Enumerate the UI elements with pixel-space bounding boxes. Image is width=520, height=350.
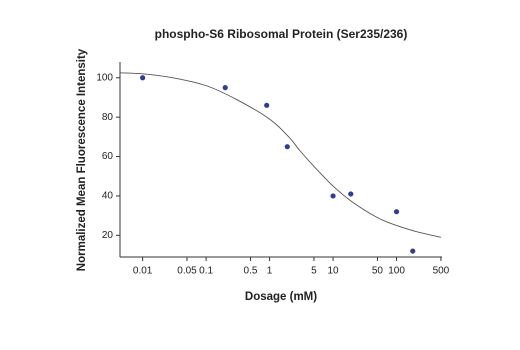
- x-tick-label: 0.1: [199, 266, 213, 277]
- data-point: [284, 144, 290, 150]
- y-tick-label: 100: [96, 72, 113, 83]
- data-point: [330, 193, 336, 199]
- x-tick-label: 100: [388, 266, 405, 277]
- data-point: [348, 191, 354, 197]
- x-tick-label: 1: [267, 266, 273, 277]
- x-axis-title: Dosage (mM): [245, 291, 317, 303]
- data-point: [222, 85, 228, 91]
- data-point: [140, 75, 146, 81]
- y-tick-label: 60: [102, 151, 114, 162]
- data-point: [393, 209, 400, 215]
- y-tick-label: 20: [102, 230, 114, 241]
- chart-title: phospho-S6 Ribosomal Protein (Ser235/236…: [155, 27, 408, 41]
- fit-curve: [119, 72, 442, 238]
- x-tick-label: 5: [311, 266, 317, 277]
- data-point: [264, 102, 270, 108]
- x-tick-label: 10: [328, 266, 340, 277]
- y-axis-title: Normalized Mean Fluorescence Intensity: [76, 48, 88, 271]
- x-tick-label: 0.05: [177, 266, 197, 277]
- x-tick-label: 0.01: [133, 266, 153, 277]
- data-point: [410, 248, 416, 254]
- x-tick-label: 50: [372, 266, 384, 277]
- y-tick-label: 80: [102, 112, 114, 123]
- x-tick-label: 0.5: [244, 266, 258, 277]
- x-tick-label: 500: [433, 266, 450, 277]
- y-tick-label: 40: [102, 191, 114, 202]
